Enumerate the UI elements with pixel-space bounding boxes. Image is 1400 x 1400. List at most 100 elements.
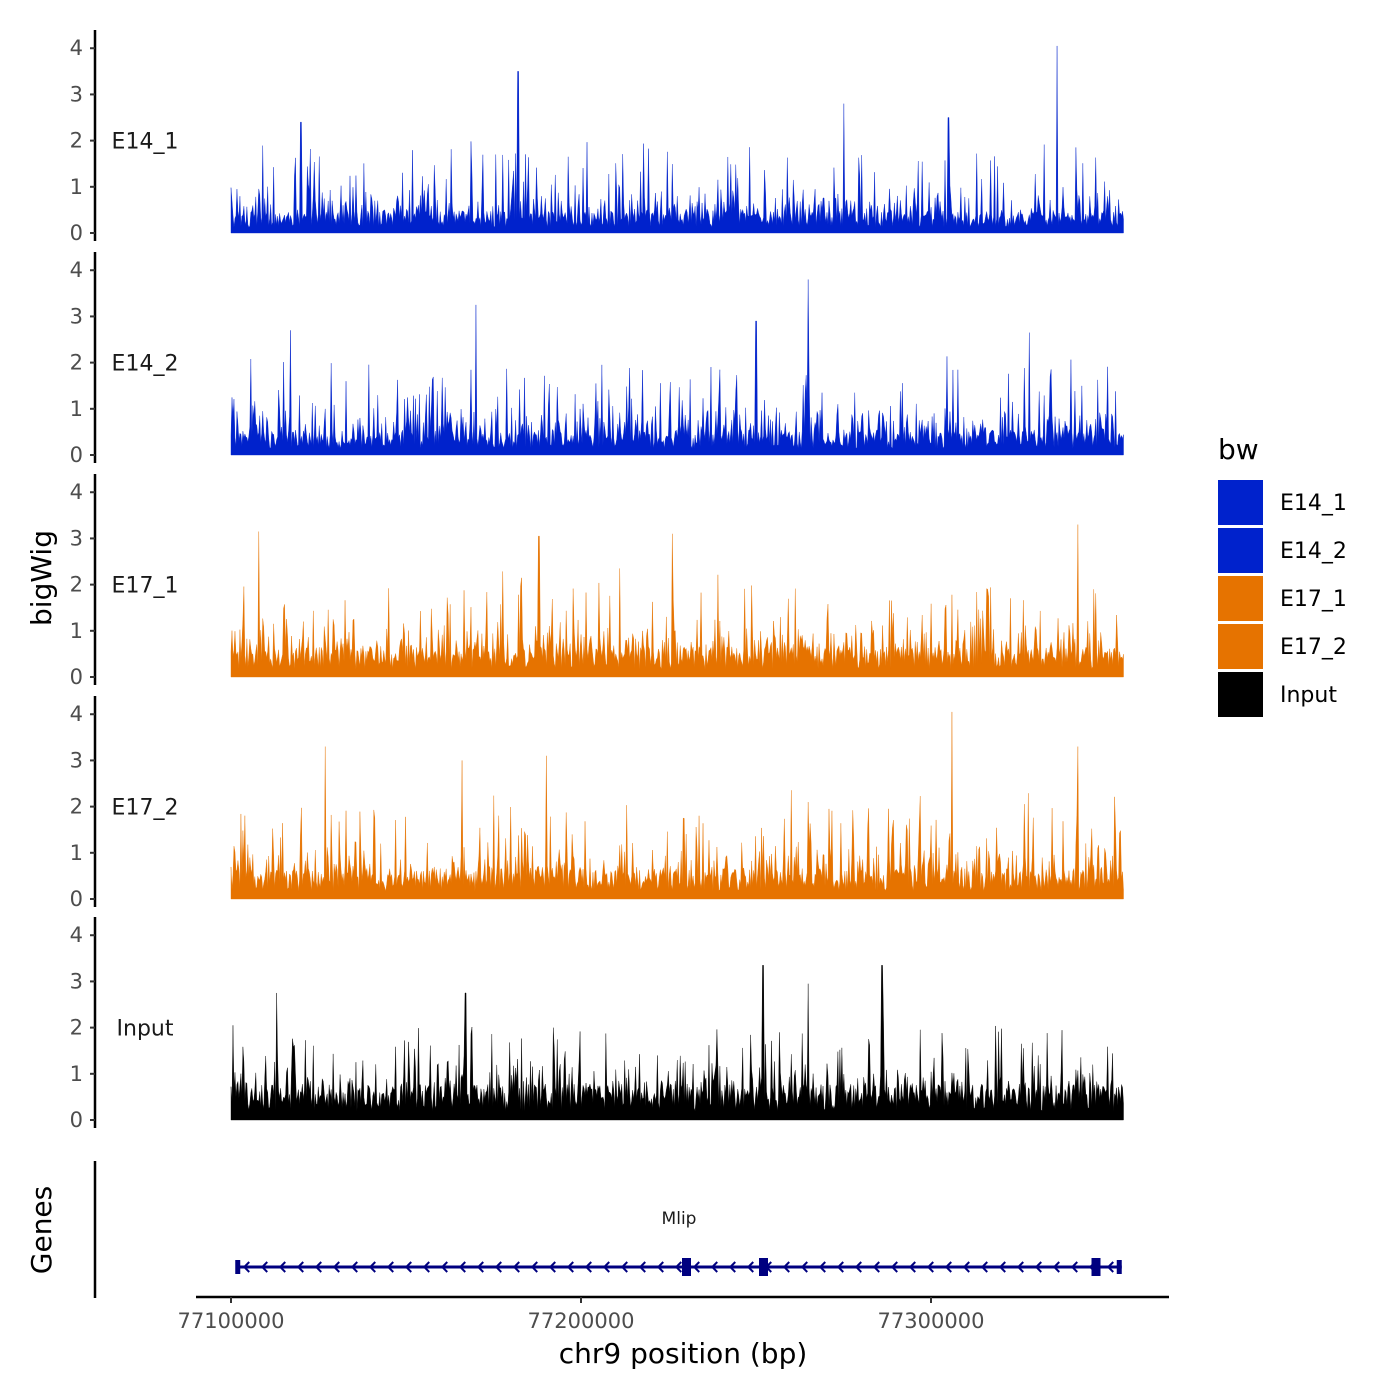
strand-arrow: [548, 1261, 556, 1273]
strand-arrow: [476, 1261, 484, 1273]
gene-exon: [1091, 1258, 1101, 1276]
y-tick-label: 2: [70, 1016, 83, 1040]
y-tick-label: 3: [70, 526, 83, 550]
y-tick-label: 0: [70, 887, 83, 911]
strand-arrow: [944, 1261, 952, 1273]
y-tick-label: 1: [70, 175, 83, 199]
y-tick-label: 4: [70, 36, 83, 60]
x-tick-label: 77100000: [178, 1309, 285, 1333]
y-tick-label: 0: [70, 665, 83, 689]
legend: bw E14_1 E14_2 E17_1 E17_2 Input: [1218, 433, 1347, 717]
strand-arrow: [800, 1261, 808, 1273]
strand-arrow: [260, 1261, 268, 1273]
legend-swatch: [1218, 528, 1263, 573]
strand-arrow: [872, 1261, 880, 1273]
y-tick-label: 2: [70, 573, 83, 597]
legend-swatch: [1218, 480, 1263, 525]
strand-arrow: [728, 1261, 736, 1273]
y-tick-label: 3: [70, 969, 83, 993]
genes-axis-title: Genes: [25, 1186, 58, 1274]
legend-label: E14_1: [1280, 491, 1347, 516]
legend-label: E17_2: [1280, 635, 1347, 660]
strand-arrow: [566, 1261, 574, 1273]
strand-arrow: [620, 1261, 628, 1273]
strand-arrow: [692, 1261, 700, 1273]
strand-arrow: [1034, 1261, 1042, 1273]
track-E14_1: 0 1 2 3 4 E14_1: [70, 30, 1124, 245]
track-label: Input: [117, 1017, 174, 1042]
strand-arrow: [314, 1261, 322, 1273]
gene-layer: Mlip: [93, 1161, 1122, 1298]
track-label: E14_1: [112, 130, 179, 155]
strand-arrow: [602, 1261, 610, 1273]
y-tick-label: 4: [70, 702, 83, 726]
strand-arrow: [818, 1261, 826, 1273]
strand-arrow: [332, 1261, 340, 1273]
strand-arrow: [908, 1261, 916, 1273]
strand-arrow: [1070, 1261, 1078, 1273]
strand-arrow: [404, 1261, 412, 1273]
strand-arrow: [1052, 1261, 1060, 1273]
legend-label: E17_1: [1280, 587, 1347, 612]
x-tick-label: 77200000: [528, 1309, 635, 1333]
x-tick-label: 77300000: [878, 1309, 985, 1333]
track-Input: 0 1 2 3 4 Input: [70, 917, 1124, 1132]
gene-label: Mlip: [662, 1209, 697, 1229]
track-label: E17_2: [112, 796, 179, 821]
strand-arrow: [1016, 1261, 1024, 1273]
strand-arrow: [962, 1261, 970, 1273]
coverage-area: [230, 965, 1124, 1121]
y-tick-label: 3: [70, 304, 83, 328]
strand-arrow: [386, 1261, 394, 1273]
strand-arrow: [350, 1261, 358, 1273]
strand-arrow: [512, 1261, 520, 1273]
strand-arrow: [656, 1261, 664, 1273]
strand-arrow: [710, 1261, 718, 1273]
strand-arrow: [242, 1261, 250, 1273]
track-label: E14_2: [112, 352, 179, 377]
y-tick-label: 2: [70, 351, 83, 375]
x-axis-title: chr9 position (bp): [559, 1337, 808, 1370]
strand-arrow: [584, 1261, 592, 1273]
track-E17_2: 0 1 2 3 4 E17_2: [70, 696, 1124, 911]
strand-arrow: [368, 1261, 376, 1273]
gene-exon: [235, 1260, 241, 1274]
y-tick-label: 1: [70, 619, 83, 643]
strand-arrow: [854, 1261, 862, 1273]
y-tick-label: 0: [70, 1108, 83, 1132]
y-tick-label: 4: [70, 258, 83, 282]
strand-arrow: [458, 1261, 466, 1273]
legend-swatch: [1218, 624, 1263, 669]
tracks-layer: 0 1 2 3 4 E14_1 0 1 2 3 4 E14_2 0 1 2 3 4 E17_1 0 1 2 3 4 E17_2…: [70, 30, 1124, 1132]
y-tick-label: 1: [70, 841, 83, 865]
y-tick-label: 2: [70, 795, 83, 819]
strand-arrow: [440, 1261, 448, 1273]
y-tick-label: 1: [70, 1062, 83, 1086]
coverage-area: [230, 711, 1124, 900]
strand-arrow: [890, 1261, 898, 1273]
strand-arrow: [1106, 1261, 1114, 1273]
legend-label: E14_2: [1280, 539, 1347, 564]
strand-arrow: [296, 1261, 304, 1273]
track-label: E17_1: [112, 574, 179, 599]
y-tick-label: 2: [70, 129, 83, 153]
strand-arrow: [422, 1261, 430, 1273]
strand-arrow: [926, 1261, 934, 1273]
coverage-area: [230, 45, 1124, 234]
coverage-area: [230, 524, 1124, 678]
gene-exon: [759, 1258, 768, 1276]
y-tick-label: 1: [70, 397, 83, 421]
y-tick-label: 3: [70, 82, 83, 106]
y-tick-label: 4: [70, 923, 83, 947]
y-axis-title: bigWig: [25, 530, 58, 626]
y-tick-label: 4: [70, 480, 83, 504]
gene-exon: [682, 1258, 691, 1276]
strand-arrow: [674, 1261, 682, 1273]
strand-arrow: [836, 1261, 844, 1273]
strand-arrow: [494, 1261, 502, 1273]
strand-arrow: [998, 1261, 1006, 1273]
legend-swatch: [1218, 576, 1263, 621]
strand-arrow: [746, 1261, 754, 1273]
gene-exon: [1116, 1260, 1122, 1274]
